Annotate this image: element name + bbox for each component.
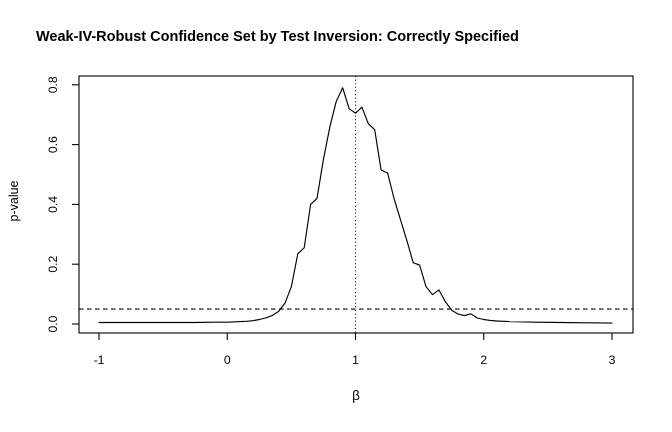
- y-tick-label: 0.4: [46, 196, 60, 213]
- x-tick-label: -1: [94, 353, 105, 367]
- x-tick-label: 3: [609, 353, 616, 367]
- y-tick-label: 0.0: [46, 315, 60, 332]
- x-tick-label: 2: [480, 353, 487, 367]
- plot-frame: [78, 75, 634, 334]
- x-tick-label: 0: [224, 353, 231, 367]
- x-tick-label: 1: [352, 353, 359, 367]
- p-value-curve: [98, 87, 613, 324]
- x-axis-label: β: [352, 388, 360, 403]
- y-tick-label: 0.8: [46, 76, 60, 93]
- y-tick-label: 0.6: [46, 136, 60, 153]
- chart-title: Weak-IV-Robust Confidence Set by Test In…: [36, 29, 519, 45]
- y-tick-label: 0.2: [46, 256, 60, 273]
